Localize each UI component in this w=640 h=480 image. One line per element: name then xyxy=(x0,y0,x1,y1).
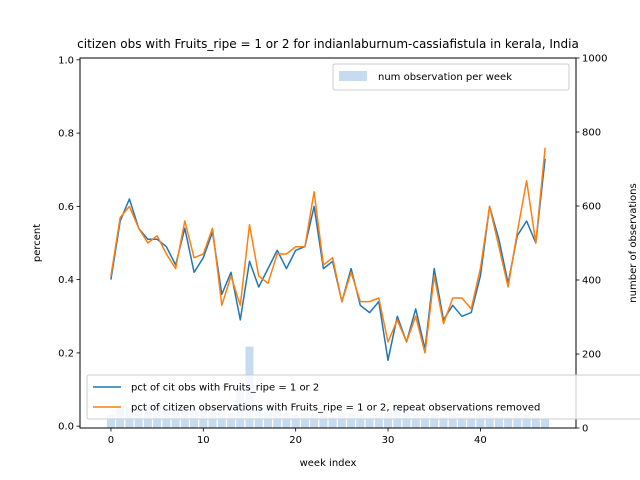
bar xyxy=(541,418,550,428)
bar xyxy=(319,413,328,428)
bar xyxy=(356,415,365,428)
bar xyxy=(328,416,337,428)
y-tick-label: 0.2 xyxy=(58,348,74,359)
bar xyxy=(365,416,374,428)
bar xyxy=(513,415,522,428)
x-tick-label: 40 xyxy=(474,435,487,446)
bar xyxy=(106,415,115,428)
bar xyxy=(291,415,300,428)
y-axis-right: 0 200 400 600 800 1000 xyxy=(576,54,607,435)
bar xyxy=(504,416,513,428)
y2-axis-label: number of observations xyxy=(628,183,639,302)
y-tick-label: 0.8 xyxy=(58,129,74,140)
legend-box xyxy=(86,374,640,420)
bar xyxy=(457,416,466,428)
y-axis-left: 0.0 0.2 0.4 0.6 0.8 1.0 xyxy=(58,55,80,433)
series-line-2 xyxy=(110,147,546,354)
bar xyxy=(448,413,457,428)
y-axis-label: percent xyxy=(32,224,43,262)
bar xyxy=(402,411,411,428)
series-line-1 xyxy=(110,158,546,361)
plot-frame xyxy=(79,57,577,429)
chart-title: citizen obs with Fruits_ripe = 1 or 2 fo… xyxy=(77,37,579,51)
y-tick-label: 0.4 xyxy=(58,275,74,286)
y2-tick-label: 1000 xyxy=(582,54,607,65)
bar xyxy=(411,413,420,428)
bar xyxy=(227,413,236,428)
legend-label: num observation per week xyxy=(378,72,512,83)
x-tick-label: 10 xyxy=(197,435,210,446)
bar xyxy=(347,413,356,428)
y2-tick-label: 0 xyxy=(582,424,588,435)
y-tick-label: 0.6 xyxy=(58,202,74,213)
legend-box xyxy=(332,63,570,91)
bar xyxy=(282,413,291,428)
bar xyxy=(531,416,540,428)
legend-label: pct of citizen observations with Fruits_… xyxy=(131,403,540,414)
y2-tick-label: 200 xyxy=(582,350,601,361)
bar xyxy=(217,411,226,428)
bar xyxy=(476,415,485,428)
y2-tick-label: 600 xyxy=(582,202,601,213)
bar xyxy=(439,416,448,428)
bar xyxy=(467,416,476,428)
bar xyxy=(485,415,494,428)
line-series xyxy=(110,147,546,361)
bar xyxy=(310,415,319,428)
bar xyxy=(263,411,272,428)
y-tick-label: 0.0 xyxy=(58,422,74,433)
legend-bars: num observation per week xyxy=(332,63,570,91)
x-tick-label: 30 xyxy=(382,435,395,446)
bar xyxy=(494,416,503,428)
x-axis-label: week index xyxy=(300,458,357,469)
bar xyxy=(522,415,531,428)
x-axis: 0 10 20 30 40 xyxy=(108,428,487,446)
y2-tick-label: 800 xyxy=(582,128,601,139)
bar xyxy=(337,413,346,428)
legend-lines: pct of cit obs with Fruits_ripe = 1 or 2… xyxy=(86,374,640,420)
bar xyxy=(208,411,217,428)
bar xyxy=(420,415,429,428)
legend-label: pct of cit obs with Fruits_ripe = 1 or 2 xyxy=(131,383,319,394)
bar xyxy=(430,415,439,428)
legend-swatch xyxy=(339,71,367,81)
x-tick-label: 20 xyxy=(289,435,302,446)
bar xyxy=(300,413,309,428)
bar xyxy=(374,415,383,428)
y2-tick-label: 400 xyxy=(582,276,601,287)
bar xyxy=(384,413,393,428)
x-tick-label: 0 xyxy=(108,435,114,446)
y-tick-label: 1.0 xyxy=(58,55,74,66)
bar xyxy=(273,411,282,428)
